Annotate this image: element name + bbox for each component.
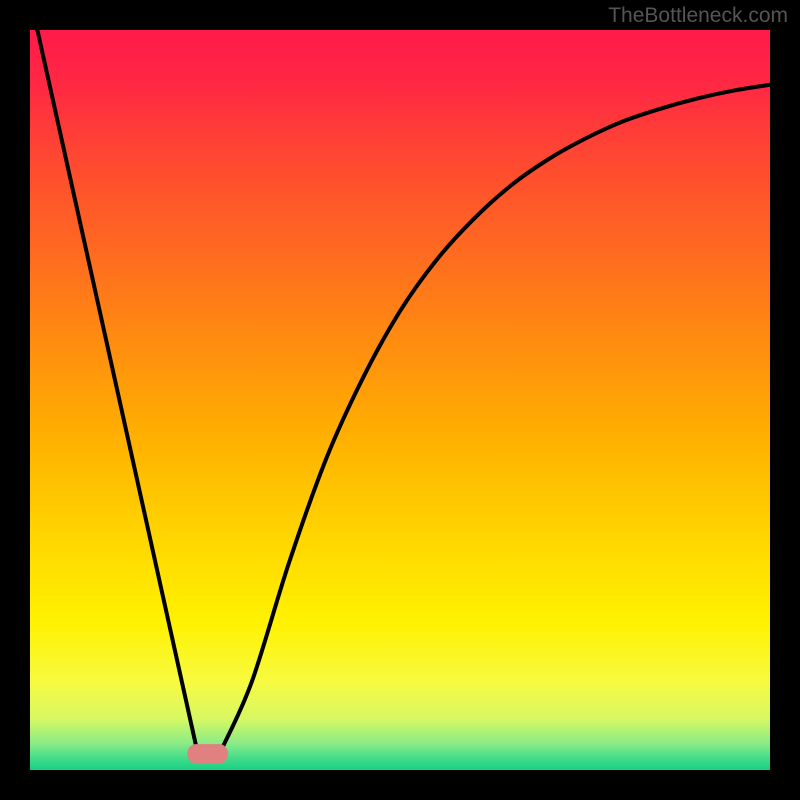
- chart-svg: [0, 0, 800, 800]
- chart-container: TheBottleneck.com: [0, 0, 800, 800]
- chart-canvas-wrap: [0, 0, 800, 805]
- watermark-text: TheBottleneck.com: [608, 4, 788, 28]
- minimum-marker: [187, 744, 228, 763]
